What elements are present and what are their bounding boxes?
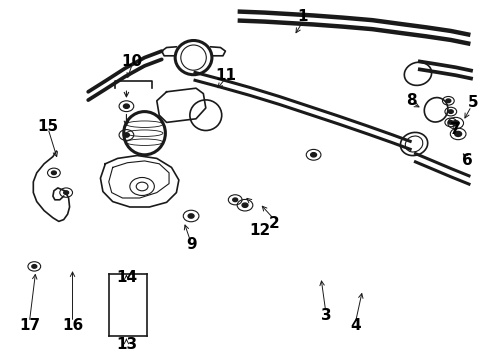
Text: 12: 12	[249, 223, 270, 238]
Text: 15: 15	[37, 118, 59, 134]
Circle shape	[311, 153, 317, 157]
Circle shape	[32, 265, 37, 268]
Text: 8: 8	[406, 93, 417, 108]
Circle shape	[242, 203, 248, 207]
Text: 9: 9	[186, 237, 196, 252]
Circle shape	[123, 133, 129, 137]
Circle shape	[51, 171, 56, 175]
Circle shape	[123, 104, 129, 108]
Text: 16: 16	[62, 318, 83, 333]
Circle shape	[455, 131, 462, 136]
Circle shape	[64, 191, 69, 194]
Text: 1: 1	[297, 9, 308, 24]
Text: 2: 2	[269, 216, 280, 231]
Circle shape	[452, 121, 459, 126]
Text: 10: 10	[122, 54, 143, 69]
Circle shape	[448, 121, 453, 124]
Text: 7: 7	[450, 122, 461, 137]
Circle shape	[448, 110, 453, 113]
Text: 11: 11	[215, 68, 236, 83]
Text: 14: 14	[116, 270, 137, 285]
Circle shape	[188, 214, 194, 218]
Text: 6: 6	[462, 153, 472, 168]
Text: 13: 13	[116, 337, 137, 352]
Text: 5: 5	[467, 95, 478, 110]
Text: 3: 3	[320, 307, 331, 323]
Circle shape	[446, 99, 451, 103]
Circle shape	[233, 198, 238, 202]
Text: 17: 17	[19, 318, 40, 333]
Text: 4: 4	[350, 318, 361, 333]
